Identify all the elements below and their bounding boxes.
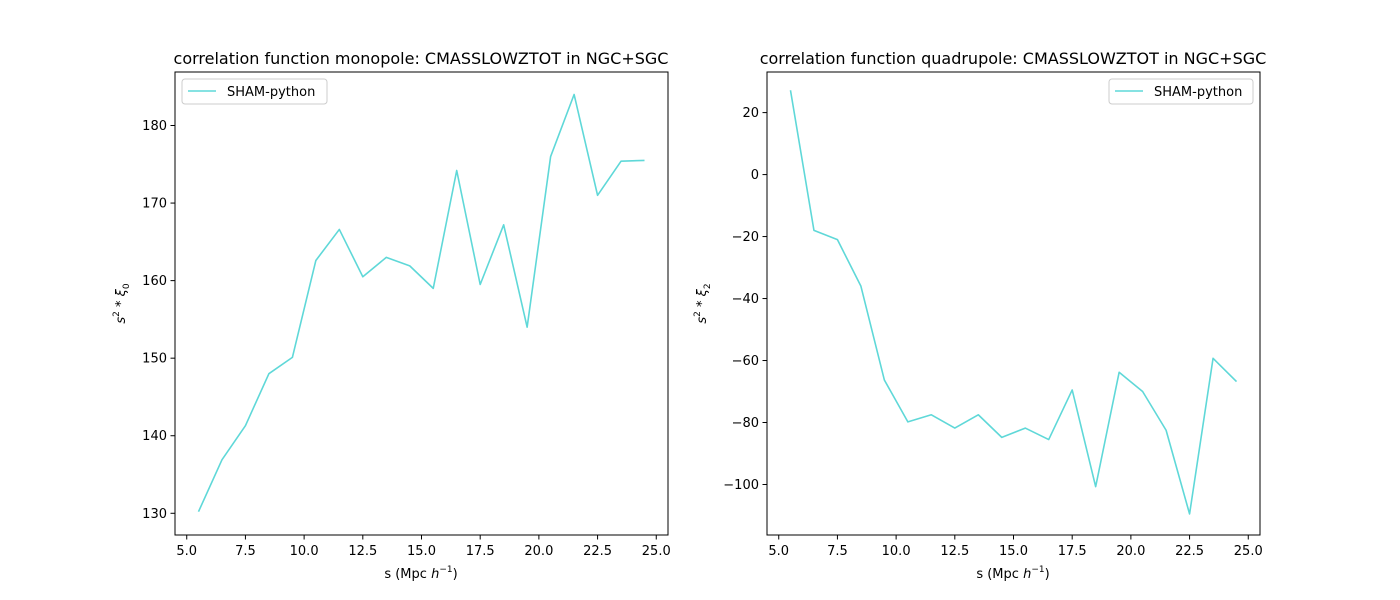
quadrupole-y-tick-label: −60 xyxy=(732,354,759,369)
quadrupole-title: correlation function quadrupole: CMASSLO… xyxy=(760,49,1267,68)
quadrupole-y-tick-label: −80 xyxy=(732,416,759,431)
quadrupole-legend-box xyxy=(1108,78,1254,105)
quadrupole-x-tick-label: 17.5 xyxy=(1058,544,1087,559)
quadrupole-x-tick-label: 22.5 xyxy=(1175,544,1204,559)
monopole-x-tick-label: 7.5 xyxy=(235,544,256,559)
quadrupole-x-tick-label: 15.0 xyxy=(999,544,1028,559)
monopole-y-tick-label: 140 xyxy=(142,429,167,444)
monopole-y-axis-label: s2 * ξ0 xyxy=(112,283,132,324)
quadrupole-y-tick-label: −40 xyxy=(732,292,759,307)
quadrupole-y-ticks: 20 0 −20 −40 −60 −80 −100 xyxy=(723,106,767,493)
monopole-x-tick-label: 12.5 xyxy=(348,544,377,559)
quadrupole-x-tick-label: 7.5 xyxy=(827,544,848,559)
monopole-x-tick-label: 5.0 xyxy=(176,544,197,559)
quadrupole-axes-frame xyxy=(766,71,1261,536)
quadrupole-y-tick-label: −100 xyxy=(723,478,759,493)
monopole-x-tick-label: 10.0 xyxy=(290,544,319,559)
quadrupole-y-axis-label: s2 * ξ2 xyxy=(693,283,713,323)
quadrupole-series-line xyxy=(789,90,1238,515)
quadrupole-y-tick-label: 0 xyxy=(751,168,759,183)
quadrupole-x-tick-label: 12.5 xyxy=(940,544,969,559)
monopole-series-line xyxy=(197,93,645,513)
quadrupole-y-tick-label: 20 xyxy=(742,106,759,121)
quadrupole-legend: SHAM-python xyxy=(1108,78,1254,105)
monopole-x-tick-label: 20.0 xyxy=(524,544,553,559)
monopole-x-tick-label: 17.5 xyxy=(466,544,495,559)
monopole-legend: SHAM-python xyxy=(181,78,328,105)
monopole-series xyxy=(197,93,645,513)
monopole-axes-frame xyxy=(174,71,669,536)
monopole-legend-box xyxy=(181,78,328,105)
monopole-panel: correlation function monopole: CMASSLOWZ… xyxy=(112,49,671,582)
quadrupole-series xyxy=(789,90,1238,515)
monopole-y-tick-label: 180 xyxy=(142,119,167,134)
monopole-x-tick-label: 25.0 xyxy=(642,544,671,559)
monopole-title: correlation function monopole: CMASSLOWZ… xyxy=(174,49,669,68)
monopole-x-tick-label: 22.5 xyxy=(583,544,612,559)
monopole-x-ticks: 5.0 7.5 10.0 12.5 15.0 17.5 20.0 22.5 25.0 xyxy=(176,535,671,559)
monopole-y-ticks: 130 140 150 160 170 180 xyxy=(142,119,175,522)
quadrupole-x-tick-label: 5.0 xyxy=(768,544,789,559)
quadrupole-panel: correlation function quadrupole: CMASSLO… xyxy=(693,49,1266,582)
quadrupole-x-tick-label: 20.0 xyxy=(1116,544,1145,559)
quadrupole-legend-label: SHAM-python xyxy=(1154,85,1242,100)
monopole-y-tick-label: 130 xyxy=(142,507,167,522)
quadrupole-y-tick-label: −20 xyxy=(732,230,759,245)
monopole-y-tick-label: 170 xyxy=(142,197,167,212)
quadrupole-x-ticks: 5.0 7.5 10.0 12.5 15.0 17.5 20.0 22.5 25.0 xyxy=(768,535,1263,559)
quadrupole-x-tick-label: 25.0 xyxy=(1234,544,1263,559)
monopole-x-tick-label: 15.0 xyxy=(407,544,436,559)
monopole-y-tick-label: 160 xyxy=(142,274,167,289)
monopole-legend-label: SHAM-python xyxy=(227,85,315,100)
monopole-y-tick-label: 150 xyxy=(142,352,167,367)
quadrupole-x-tick-label: 10.0 xyxy=(882,544,911,559)
